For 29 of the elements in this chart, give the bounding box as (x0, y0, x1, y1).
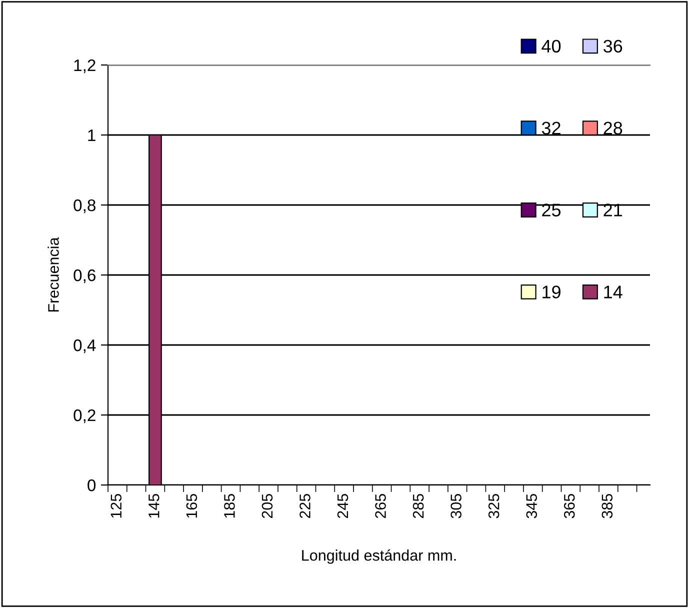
legend-label: 40 (542, 40, 561, 53)
x-tick-label: 265 (375, 494, 386, 518)
x-tick-label: 205 (262, 494, 273, 518)
legend-label: 14 (604, 286, 622, 298)
legend-label: 36 (604, 40, 622, 53)
y-tick-label: 0,2 (74, 409, 96, 424)
x-tick-label: 185 (224, 494, 235, 518)
y-axis-title: Frecuencia (48, 237, 59, 312)
y-tick-label: 0,6 (74, 269, 96, 284)
x-tick-label: 245 (337, 494, 348, 518)
x-tick-label: 145 (148, 494, 160, 518)
x-tick-label: 165 (186, 494, 198, 518)
x-tick-label: 325 (488, 494, 500, 518)
x-tick-label: 305 (450, 494, 462, 518)
x-tick-label: 225 (300, 494, 310, 518)
y-tick-label: 1,2 (74, 59, 96, 74)
y-tick-label: 0,8 (74, 199, 96, 214)
x-axis-title: Longitud estándar mm. (302, 549, 456, 564)
x-tick-label: 385 (602, 494, 613, 518)
legend-label: 28 (604, 122, 622, 135)
x-tick-label: 345 (526, 494, 538, 518)
y-tick-label: 1 (88, 130, 96, 142)
x-tick-label: 125 (110, 494, 122, 518)
legend-label: 32 (542, 122, 560, 135)
y-tick-label: 0,4 (74, 339, 96, 354)
y-tick-label: 0 (88, 479, 96, 492)
x-tick-label: 365 (564, 494, 575, 518)
legend-label: 19 (542, 286, 560, 298)
x-tick-label: 285 (412, 494, 424, 518)
